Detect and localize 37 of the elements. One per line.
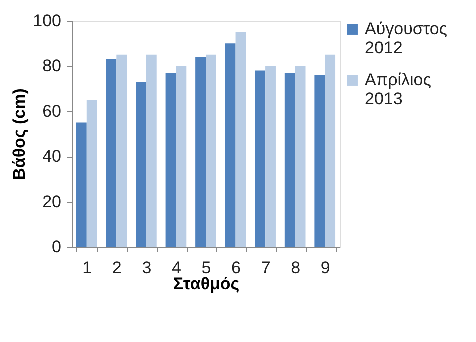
x-tick-label: 1 <box>82 258 92 278</box>
y-axis-title: Βάθος (cm) <box>10 88 30 180</box>
y-tick-label: 100 <box>33 12 62 30</box>
legend-label: Απρίλιος 2013 <box>365 70 432 108</box>
bar <box>325 54 336 247</box>
bar <box>146 54 157 247</box>
bar <box>266 66 276 247</box>
bar <box>284 72 296 247</box>
bar <box>176 66 187 247</box>
bar <box>236 32 246 247</box>
x-tick-label: 7 <box>261 258 271 278</box>
y-tick-label: 0 <box>52 238 62 256</box>
x-tick-label: 8 <box>291 258 301 278</box>
bar <box>295 66 306 247</box>
bar <box>106 59 117 247</box>
x-tick-label: 3 <box>142 258 152 278</box>
legend-label: Αύγουστος 2012 <box>365 20 448 58</box>
bar <box>166 72 176 247</box>
x-tick-label: 2 <box>112 258 122 278</box>
bar <box>76 122 87 247</box>
x-axis-title: Σταθμός <box>173 274 240 294</box>
y-tick-label: 20 <box>42 192 62 212</box>
y-tick-label: 60 <box>42 102 62 121</box>
y-tick-label: 40 <box>42 147 62 166</box>
bar <box>206 54 216 247</box>
y-tick-label: 80 <box>42 56 62 76</box>
bar <box>136 82 146 247</box>
bar <box>314 75 326 247</box>
bar <box>116 54 128 247</box>
x-tick-label: 9 <box>320 258 330 278</box>
x-tick-label: 4 <box>172 258 182 278</box>
x-tick-label: 5 <box>202 258 212 278</box>
bar <box>255 70 266 247</box>
x-tick-label: 6 <box>232 258 242 278</box>
bar <box>196 57 206 247</box>
bar <box>225 44 236 247</box>
bar <box>86 100 98 247</box>
